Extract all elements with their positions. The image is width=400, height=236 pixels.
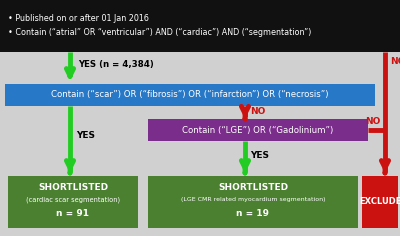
Text: SHORTLISTED: SHORTLISTED (38, 184, 108, 193)
Text: YES (n = 4,384): YES (n = 4,384) (78, 59, 154, 68)
Text: EXCLUDE: EXCLUDE (359, 198, 400, 206)
Text: (LGE CMR related myocardium segmentation): (LGE CMR related myocardium segmentation… (181, 198, 325, 202)
Text: n = 19: n = 19 (236, 208, 270, 218)
Text: YES: YES (76, 131, 95, 140)
Text: n = 91: n = 91 (56, 208, 90, 218)
Text: YES: YES (250, 152, 269, 160)
Text: NO: NO (250, 108, 265, 117)
Text: (cardiac scar segmentation): (cardiac scar segmentation) (26, 197, 120, 203)
Bar (148, 176, 358, 228)
Text: NO: NO (365, 118, 380, 126)
Bar (148, 119, 368, 141)
Text: Contain (“LGE”) OR (“Gadolinium”): Contain (“LGE”) OR (“Gadolinium”) (182, 126, 334, 135)
Bar (362, 176, 398, 228)
Text: SHORTLISTED: SHORTLISTED (218, 184, 288, 193)
Text: NO: NO (390, 56, 400, 66)
Bar (0, 0, 400, 52)
Text: Contain (“scar”) OR (“fibrosis”) OR (“infarction”) OR (“necrosis”): Contain (“scar”) OR (“fibrosis”) OR (“in… (51, 90, 329, 100)
Text: • Published on or after 01 Jan 2016: • Published on or after 01 Jan 2016 (8, 14, 149, 23)
Text: • Contain (“atrial” OR “ventricular”) AND (“cardiac”) AND (“segmentation”): • Contain (“atrial” OR “ventricular”) AN… (8, 28, 311, 37)
Bar (8, 176, 138, 228)
Bar (5, 84, 375, 106)
